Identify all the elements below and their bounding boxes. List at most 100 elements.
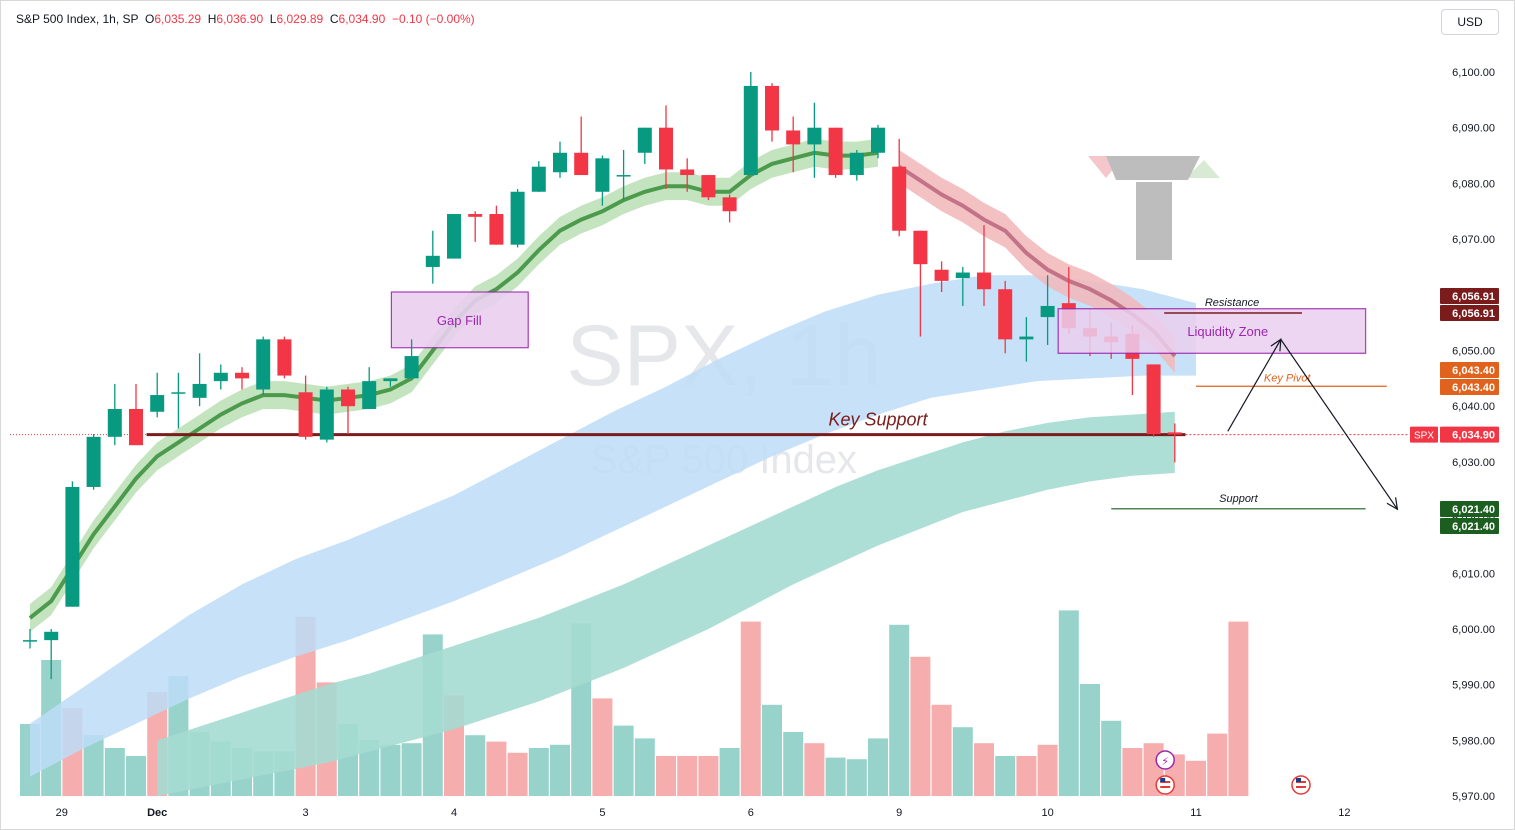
price-tick-label: 6,070.00 (1452, 234, 1495, 246)
candle-body (722, 197, 737, 212)
high-label: H (207, 12, 217, 26)
price-tick-label: 6,100.00 (1452, 67, 1495, 79)
candle-body (849, 152, 864, 176)
volume-bar (380, 744, 401, 796)
open-value: 6,035.29 (154, 12, 202, 26)
symbol-name: S&P 500 Index, 1h, SP (16, 12, 139, 26)
candle-body (616, 175, 631, 177)
volume-bar (1080, 684, 1100, 796)
volume-bar (465, 735, 486, 796)
currency-label: USD (1457, 15, 1483, 29)
volume-bar (868, 738, 888, 796)
resistance-label: Resistance (1205, 297, 1259, 309)
candle-body (447, 214, 461, 259)
flag-stripe (1160, 786, 1171, 788)
price-tick-label: 5,980.00 (1452, 735, 1495, 747)
volume-bar (698, 756, 719, 796)
candle-body (998, 289, 1013, 340)
candle-body (659, 127, 673, 170)
volume-bar (1016, 756, 1037, 796)
price-tick-label: 6,050.00 (1452, 346, 1495, 358)
volume-bar (804, 743, 825, 796)
volume-bar (825, 757, 846, 796)
price-tick-label: 6,090.00 (1452, 123, 1495, 135)
flag-canton (1160, 778, 1166, 782)
candle-body (574, 152, 589, 176)
price-tick-label: 6,030.00 (1452, 457, 1495, 469)
projection-path[interactable] (1227, 338, 1398, 510)
candle-body (404, 356, 419, 379)
volume-bar (783, 732, 804, 796)
price-tag-label: 6,043.40 (1452, 365, 1495, 377)
volume-bar (359, 740, 380, 796)
gap-fill-zone[interactable] (390, 291, 529, 349)
logo-top-bar (1106, 156, 1200, 180)
last-price-tag (1440, 426, 1499, 443)
key-pivot-label: Key Pivot (1264, 372, 1311, 384)
low-value: 6,029.89 (276, 12, 324, 26)
price-tick-label: 6,040.00 (1452, 401, 1495, 413)
volume-bar (634, 738, 655, 796)
price-tag (1440, 501, 1499, 517)
key-support-label: Key Support (828, 410, 928, 430)
candle-body (955, 272, 970, 279)
time-tick-label: Dec (147, 807, 167, 819)
blue-ma-band (30, 275, 1196, 777)
candle-body (362, 381, 377, 409)
gap-fill-label: Gap Fill (437, 313, 482, 328)
price-tag-label: 6,021.40 (1452, 504, 1495, 516)
volume-bar (507, 752, 528, 796)
price-tag-label: 6,056.91 (1452, 291, 1495, 303)
candle-body (107, 408, 122, 437)
time-tick-label: 3 (303, 807, 309, 819)
candle-body (256, 339, 271, 390)
last-price-label: 6,034.90 (1452, 430, 1495, 442)
volume-bar (1228, 621, 1249, 796)
currency-button[interactable]: USD (1441, 9, 1499, 35)
volume-bar (1122, 748, 1143, 796)
price-tick-label: 6,010.00 (1452, 568, 1495, 580)
volume-bar (401, 743, 422, 796)
candle-body (383, 378, 398, 382)
high-value: 6,036.90 (216, 12, 264, 26)
candle-body (828, 127, 843, 176)
flag-stripe (1296, 786, 1306, 788)
volume-bar (846, 759, 867, 796)
candle-body (235, 372, 249, 379)
volume-bar (995, 756, 1016, 796)
candle-body (192, 383, 207, 398)
close-value: 6,034.90 (338, 12, 386, 26)
time-tick-label: 6 (748, 807, 754, 819)
candle-body (531, 166, 546, 192)
volume-bar (719, 748, 740, 796)
moving-average-bands (28, 138, 1196, 797)
lightning-glyph: ⚡ (1161, 755, 1169, 768)
low-label: L (269, 12, 277, 26)
candle-body (341, 389, 355, 407)
price-axis: 6,100.006,090.006,080.006,070.006,060.00… (1410, 67, 1499, 803)
volume-bar (910, 656, 931, 796)
candle-body (595, 158, 610, 192)
candle-body (786, 130, 801, 145)
candle-body (86, 436, 101, 487)
logo-right-triangle (1186, 160, 1220, 178)
candle-body (319, 389, 334, 440)
candle-body (1040, 305, 1055, 318)
lightning-icon[interactable] (1155, 750, 1175, 770)
price-tick-label: 6,000.00 (1452, 624, 1495, 636)
price-tag (1440, 305, 1499, 321)
liquidity-zone[interactable] (1057, 308, 1367, 354)
price-tag (1440, 379, 1499, 395)
candle-body (553, 152, 567, 173)
support-label: Support (1219, 493, 1258, 505)
volume-bar (952, 727, 973, 796)
candle-body (65, 486, 80, 607)
liquidity-zone-label: Liquidity Zone (1187, 324, 1268, 339)
candle-body (1019, 336, 1034, 340)
price-tick-label: 6,080.00 (1452, 178, 1495, 190)
time-tick-label: 29 (56, 807, 68, 819)
price-tag-label: 6,043.40 (1452, 382, 1495, 394)
time-tick-label: 10 (1041, 807, 1053, 819)
close-label: C (329, 12, 339, 26)
